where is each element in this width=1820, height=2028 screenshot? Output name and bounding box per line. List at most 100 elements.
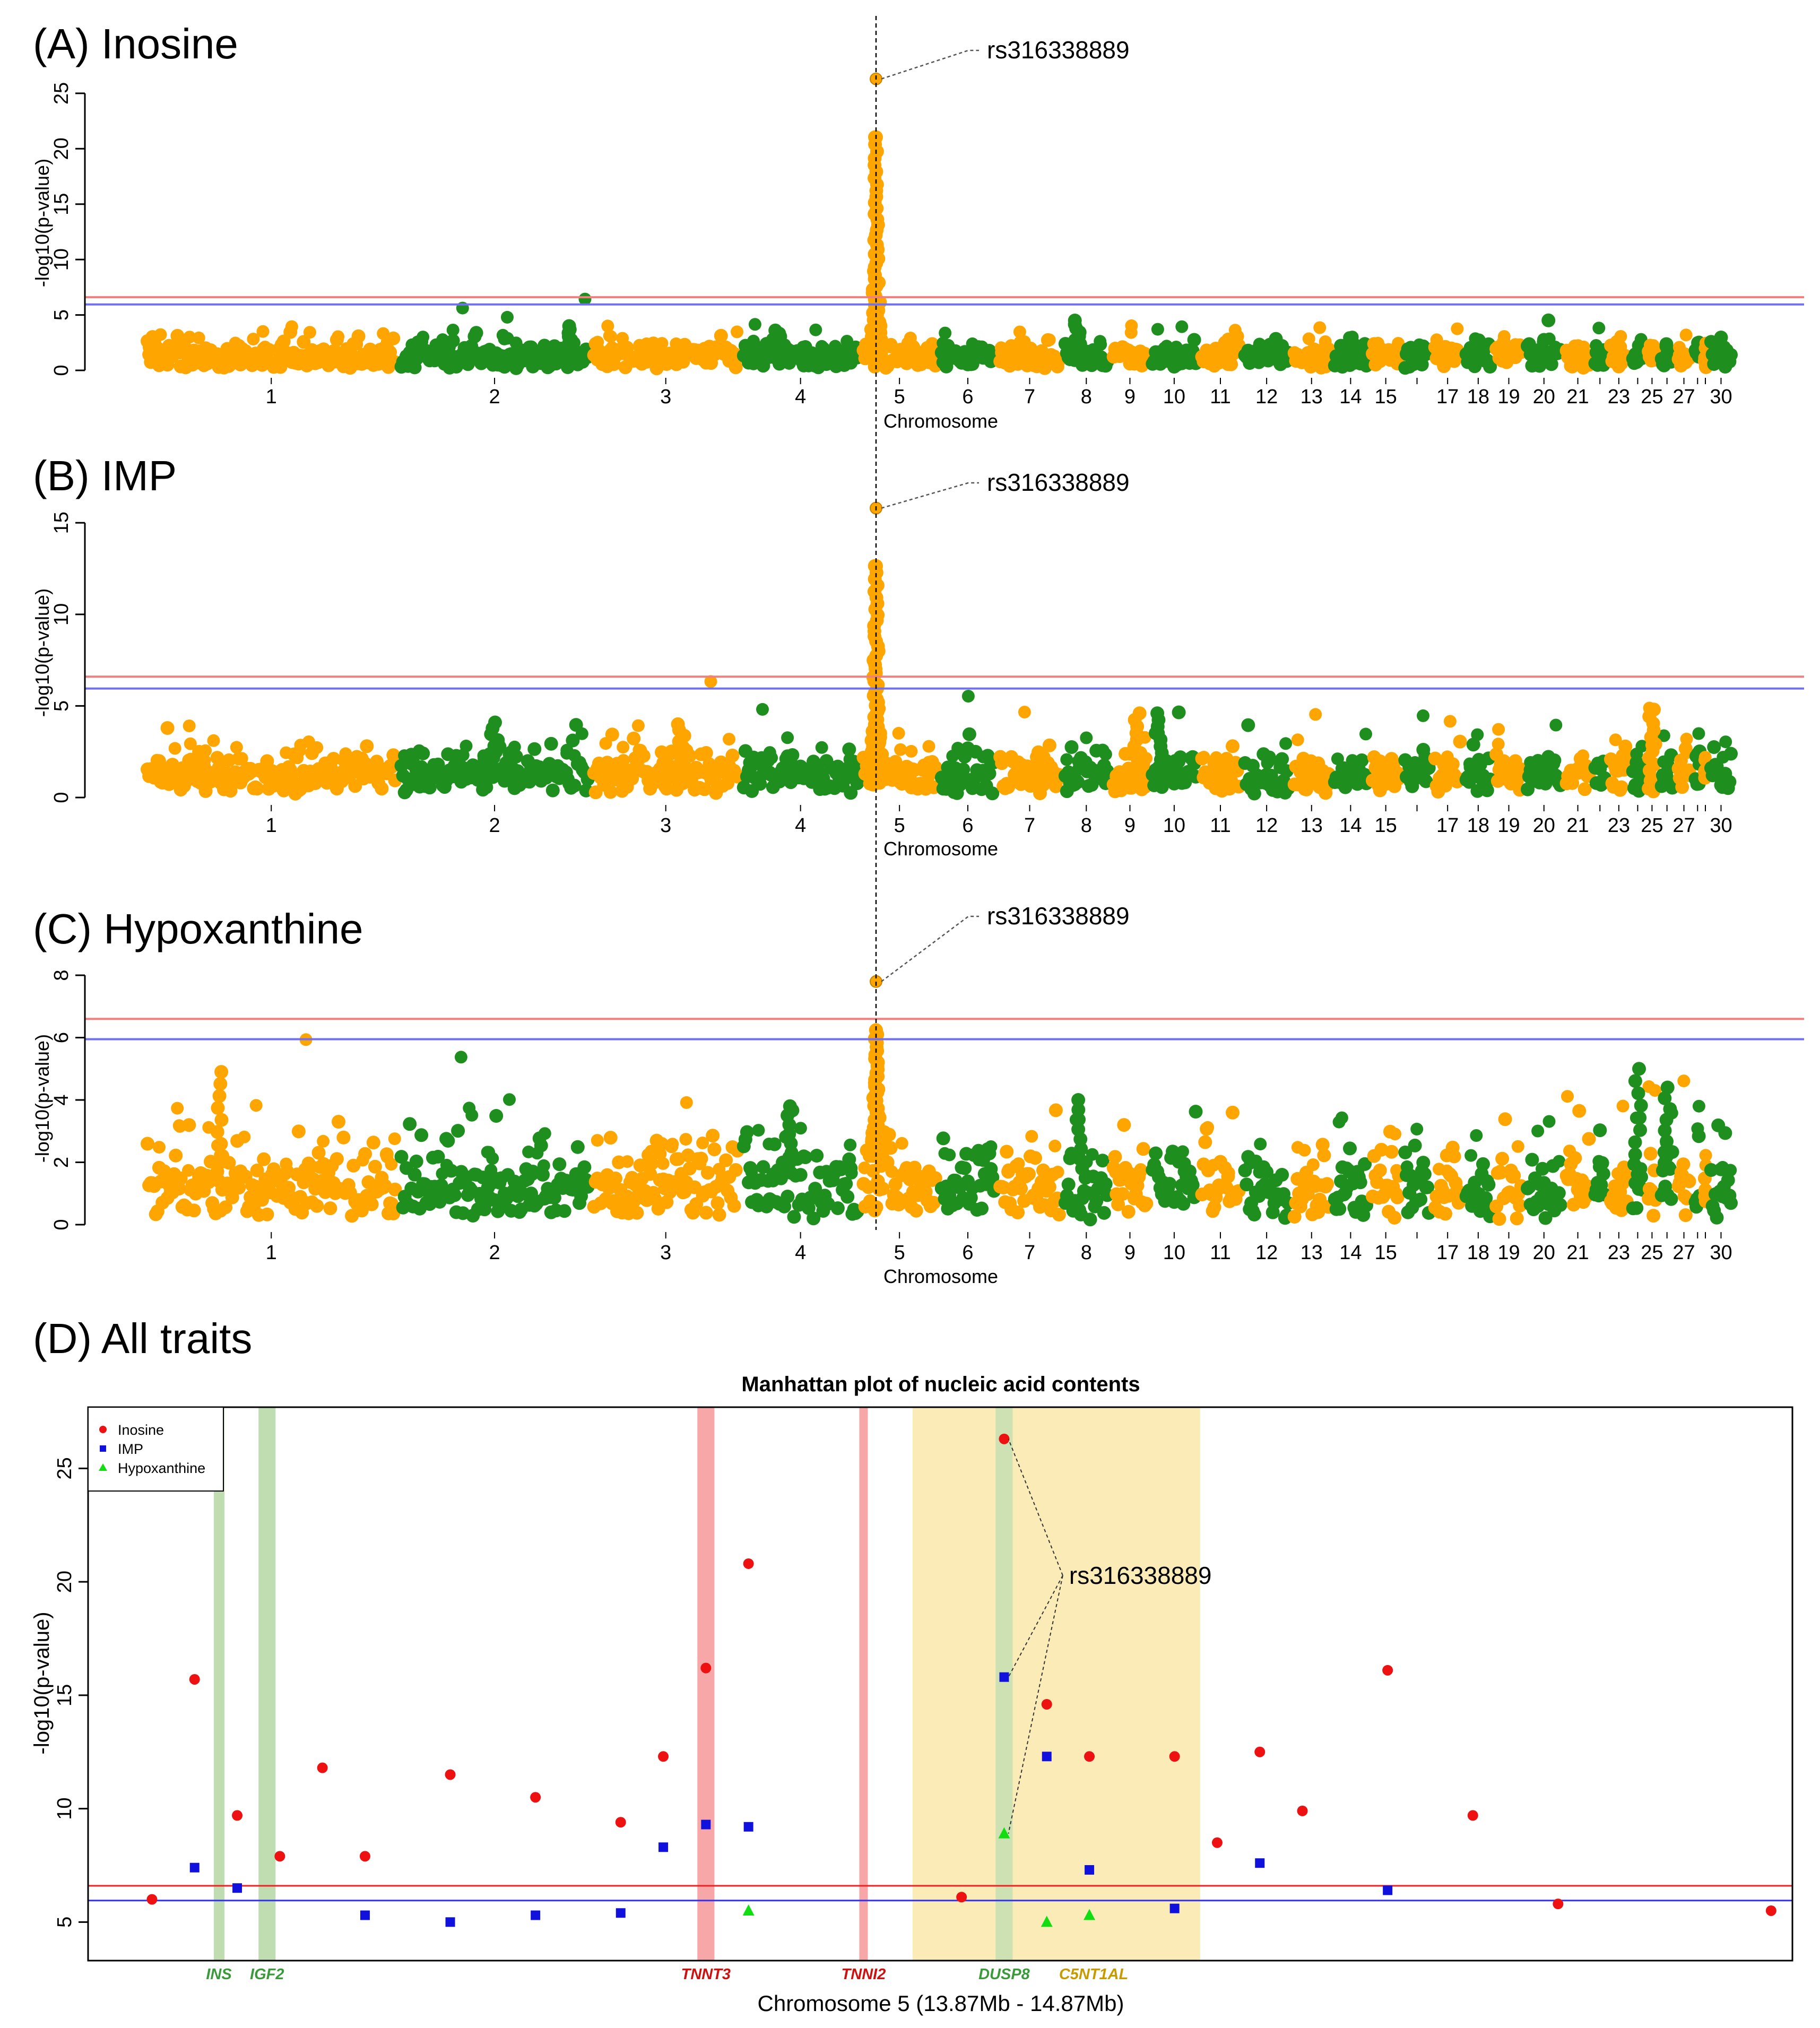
- snp-point: [1222, 1166, 1235, 1180]
- snp-point: [431, 1149, 445, 1164]
- snp-point: [1037, 750, 1051, 764]
- y-tick-label: 0: [50, 365, 73, 376]
- snp-point: [1481, 1177, 1496, 1192]
- snp-point: [1699, 1149, 1712, 1162]
- legend-box: [88, 1407, 224, 1492]
- snp-point: [1630, 747, 1643, 760]
- snp-point: [1133, 1166, 1147, 1179]
- snp-point: [250, 1163, 264, 1177]
- inosine-point: [1084, 1751, 1095, 1762]
- x-tick-label: 23: [1608, 1242, 1630, 1264]
- snp-point: [1400, 1160, 1414, 1173]
- x-tick-label: 27: [1672, 814, 1695, 837]
- inosine-point: [1211, 1837, 1223, 1848]
- snp-point: [1582, 1132, 1596, 1146]
- snp-point: [1657, 755, 1670, 768]
- hypoxanthine-point: [742, 1904, 755, 1916]
- snp-point: [1315, 1138, 1330, 1152]
- snp-point: [1061, 1177, 1076, 1192]
- x-tick-label: 5: [894, 386, 905, 408]
- snp-point: [1430, 333, 1443, 346]
- panel-a-snp-label: rs316338889: [987, 36, 1130, 64]
- snp-point: [1616, 1099, 1630, 1113]
- x-tick-label: 21: [1566, 1242, 1589, 1264]
- snp-point: [1353, 1175, 1367, 1190]
- snp-point: [905, 744, 918, 758]
- gene-band-tnnt3: [697, 1407, 715, 1961]
- inosine-point: [317, 1762, 328, 1773]
- snp-point: [633, 1158, 647, 1173]
- snp-point: [148, 334, 161, 348]
- snp-point: [714, 328, 728, 343]
- x-tick-label: 5: [894, 1242, 905, 1264]
- snp-point: [926, 1195, 941, 1210]
- peak-point: [1068, 314, 1082, 327]
- snp-point: [545, 783, 560, 798]
- snp-point: [1013, 325, 1026, 339]
- snp-point: [1665, 781, 1679, 795]
- snp-point: [366, 1136, 380, 1150]
- snp-point: [544, 736, 558, 751]
- snp-point: [599, 737, 612, 750]
- imp-point: [1383, 1885, 1393, 1895]
- x-tick-label: 11: [1210, 814, 1230, 837]
- x-tick-label: 4: [795, 1242, 806, 1264]
- imp-point: [531, 1910, 541, 1920]
- snp-point: [306, 1160, 319, 1173]
- snp-point: [1253, 1166, 1266, 1179]
- snp-point: [781, 1190, 795, 1203]
- peak-point: [1634, 1098, 1648, 1113]
- snp-point: [1388, 1210, 1402, 1225]
- peak-point: [783, 1099, 797, 1113]
- snp-point: [670, 337, 683, 350]
- x-tick-label: 14: [1339, 386, 1362, 408]
- snp-point: [1509, 338, 1522, 351]
- inosine-point: [189, 1674, 200, 1685]
- snp-point: [1464, 1149, 1478, 1162]
- snp-point: [566, 733, 580, 748]
- x-tick-label: 30: [1710, 814, 1732, 837]
- snp-point: [230, 741, 243, 754]
- snp-point: [1469, 332, 1482, 345]
- inosine-point: [615, 1817, 626, 1828]
- snp-point: [985, 786, 1000, 801]
- snp-point: [1466, 738, 1480, 752]
- snp-point: [605, 341, 619, 354]
- snp-point: [961, 690, 975, 703]
- snp-point: [508, 740, 521, 753]
- snp-point: [602, 1181, 616, 1195]
- gene-band-igf2: [258, 1407, 276, 1961]
- snp-point: [1080, 731, 1093, 744]
- x-tick-label: 9: [1124, 1242, 1136, 1264]
- x-tick-label: 2: [489, 1242, 500, 1264]
- inosine-point: [1467, 1810, 1478, 1821]
- snp-point: [1228, 324, 1242, 337]
- snp-point: [1094, 338, 1107, 351]
- peak-point: [1647, 703, 1661, 717]
- snp-point: [1548, 341, 1562, 353]
- peak-point: [1074, 1142, 1088, 1156]
- snp-point: [706, 1129, 720, 1143]
- snp-point: [1480, 783, 1494, 798]
- panel-c-overlay: [85, 915, 1804, 1041]
- gene-label-igf2: IGF2: [250, 1966, 284, 1983]
- panel-a-ylabel: -log10(p-value): [31, 159, 53, 287]
- snp-point: [1716, 1160, 1729, 1174]
- snp-point: [876, 1182, 890, 1196]
- snp-point: [547, 1191, 561, 1205]
- snp-point: [977, 750, 990, 764]
- snp-point: [280, 746, 293, 759]
- snp-point: [1149, 1146, 1163, 1160]
- snp-point: [1175, 320, 1189, 333]
- snp-point: [1416, 1156, 1431, 1170]
- y-tick-label: 10: [50, 603, 73, 626]
- x-tick-label: 15: [1374, 1242, 1397, 1264]
- snp-point: [447, 1188, 462, 1202]
- snp-point: [250, 782, 264, 796]
- gene-label-c5nt1al: C5NT1AL: [1059, 1966, 1129, 1983]
- snp-point: [1209, 756, 1223, 769]
- snp-point: [894, 743, 907, 756]
- snp-point: [1111, 1197, 1125, 1211]
- snp-point: [1117, 1118, 1131, 1132]
- gene-label-dusp8: DUSP8: [978, 1966, 1030, 1983]
